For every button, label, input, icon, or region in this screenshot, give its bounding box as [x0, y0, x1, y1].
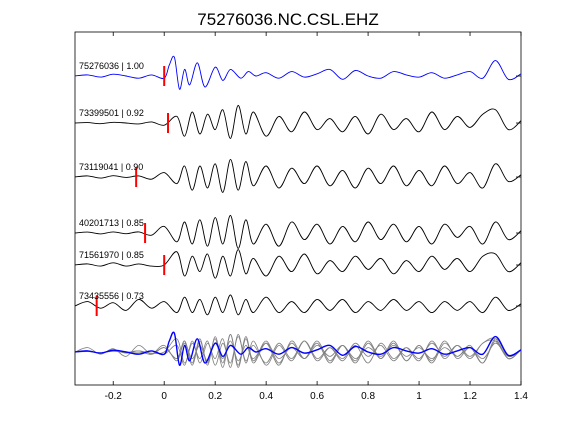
x-tick-label: 0 — [161, 391, 167, 402]
trace-label: 75276036 | 1.00 — [79, 61, 144, 71]
trace-label-group: 75276036 | 1.00 73399501 | 0.92 73119041 |… — [79, 61, 144, 301]
stack-trace-line — [74, 340, 522, 362]
x-tick-label: 0.4 — [259, 391, 273, 402]
x-axis: -0.2 0 0.2 0.4 0.6 0.8 1 1.2 1.4 — [105, 32, 528, 402]
trace-line — [74, 214, 522, 249]
trace-label: 73399501 | 0.92 — [79, 108, 144, 118]
x-tick-label: 0.6 — [310, 391, 324, 402]
trace-label: 73435556 | 0.73 — [79, 291, 144, 301]
pick-marker-group — [95, 66, 170, 316]
x-tick-label: 1.2 — [463, 391, 477, 402]
x-tick-label: 0.2 — [208, 391, 222, 402]
trace-line — [74, 158, 522, 193]
trace-line — [74, 249, 522, 279]
trace-label: 71561970 | 0.85 — [79, 250, 144, 260]
trace-group — [74, 55, 522, 316]
x-tick-label: 1 — [416, 391, 422, 402]
x-tick-label: 1.4 — [514, 391, 528, 402]
chart-title: 75276036.NC.CSL.EHZ — [197, 10, 378, 29]
trace-label: 73119041 | 0.90 — [79, 162, 143, 172]
trace-label: 40201713 | 0.85 — [79, 218, 144, 228]
x-tick-label: 0.8 — [361, 391, 375, 402]
trace-line — [74, 294, 522, 316]
overlay-stack — [74, 331, 522, 368]
trace-line — [74, 104, 522, 139]
x-tick-label: -0.2 — [105, 391, 123, 402]
stack-trace-line — [74, 331, 522, 366]
plot-frame — [74, 31, 522, 386]
